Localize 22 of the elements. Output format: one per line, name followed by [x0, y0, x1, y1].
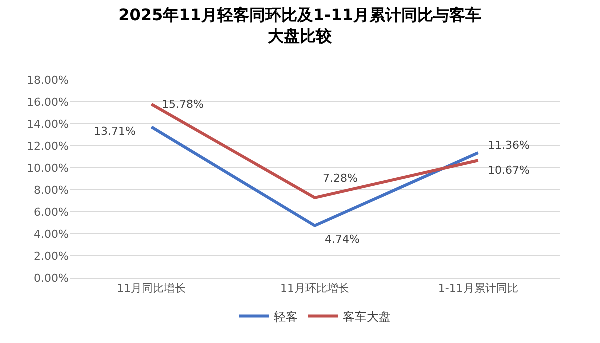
- data-label: 13.71%: [94, 125, 136, 138]
- x-tick-label: 11月同比增长: [117, 282, 186, 296]
- y-tick-label: 6.00%: [34, 206, 69, 219]
- y-tick-label: 10.00%: [27, 162, 69, 175]
- legend-label: 轻客: [274, 310, 298, 324]
- data-label: 10.67%: [488, 164, 530, 177]
- y-tick-label: 0.00%: [34, 272, 69, 285]
- chart-title: 2025年11月轻客同环比及1-11月累计同比与客车大盘比较: [118, 6, 482, 46]
- legend-label: 客车大盘: [343, 310, 391, 324]
- data-label: 15.78%: [162, 98, 204, 111]
- y-tick-label: 18.00%: [27, 74, 69, 87]
- y-tick-label: 14.00%: [27, 118, 69, 131]
- data-label: 11.36%: [488, 139, 530, 152]
- x-tick-label: 1-11月累计同比: [438, 282, 518, 296]
- y-tick-label: 12.00%: [27, 140, 69, 153]
- y-tick-label: 2.00%: [34, 250, 69, 263]
- data-label: 7.28%: [323, 172, 358, 185]
- x-tick-label: 11月环比增长: [280, 282, 350, 296]
- y-tick-label: 4.00%: [34, 228, 69, 241]
- data-label: 4.74%: [325, 233, 360, 246]
- y-tick-label: 16.00%: [27, 96, 69, 109]
- y-tick-label: 8.00%: [34, 184, 69, 197]
